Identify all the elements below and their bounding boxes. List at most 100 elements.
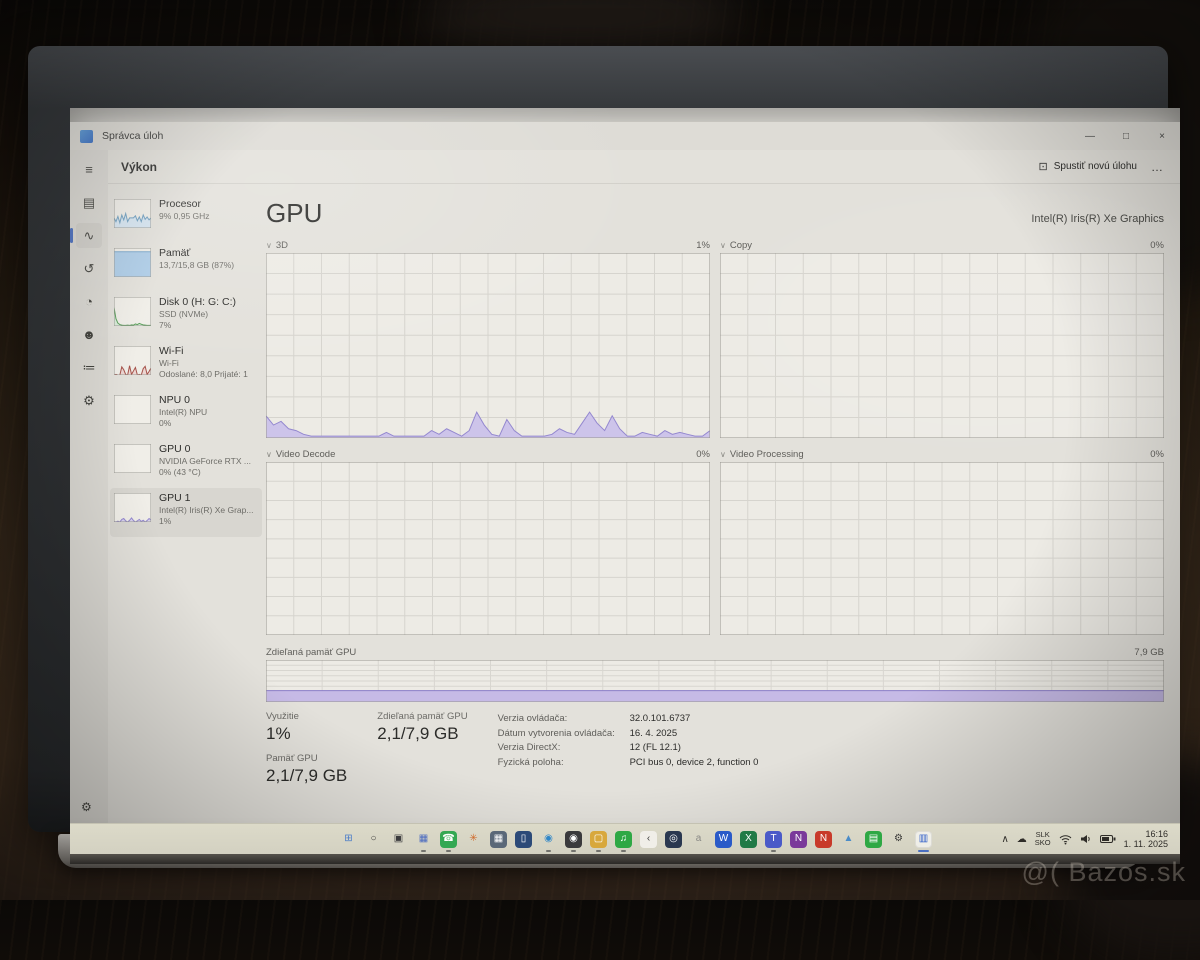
tab-performance[interactable]: Výkon [121, 159, 158, 174]
task-manager-app-icon [80, 129, 93, 143]
taskbar-icon-excel[interactable]: X [740, 830, 757, 848]
sidebar-item-label: Procesor [159, 198, 202, 210]
sidebar-item-sub: Intel(R) NPU [159, 407, 208, 417]
onedrive-cloud-icon[interactable]: ☁ [1016, 833, 1027, 845]
driver-version-value: 32.0.101.6737 [629, 713, 691, 724]
nav-details-icon[interactable]: ≔ [82, 359, 96, 375]
taskbar-icon-drive[interactable]: ▲ [843, 833, 854, 844]
taskbar-icon-camera[interactable]: ◉ [565, 830, 582, 852]
chart-value-video-decode: 0% [696, 449, 710, 460]
taskbar: ⊞ ○ ▣ ▦ ☎ ✳ ▦ ▯ ◉ ◉ ▢ ♫ ‹ ◎ a W X T N N ▲ ▤ ⚙ ▥ ∧ ☁ SLK SKO [70, 823, 1180, 854]
sidebar-item-memory[interactable]: Pamäť 13,7/15,8 GB (87%) [110, 243, 262, 292]
sidebar-item-gpu1[interactable]: GPU 1 Intel(R) Iris(R) Xe Grap... 1% [110, 488, 262, 537]
taskbar-icon-teams[interactable]: T [765, 830, 782, 852]
chart-label-video-decode: Video Decode [275, 449, 336, 460]
taskbar-icon-calculator[interactable]: ▦ [490, 830, 507, 848]
taskbar-icon-edge[interactable]: ◉ [540, 831, 557, 852]
cpu-mini-chart [114, 199, 151, 228]
taskbar-icon-photos[interactable]: ✳ [469, 833, 478, 844]
system-tray: ∧ ☁ SLK SKO [1001, 829, 1180, 850]
taskbar-icon-start[interactable]: ⊞ [344, 833, 353, 844]
chevron-down-icon: ∨ [266, 450, 272, 459]
tray-time: 16:16 [1145, 828, 1168, 839]
close-button[interactable]: × [1159, 130, 1165, 142]
gpu-copy-chart [720, 253, 1164, 438]
shared-memory-max: 7,9 GB [1134, 647, 1164, 658]
sidebar-item-sub: 13,7/15,8 GB (87%) [159, 260, 235, 270]
directx-label: Verzia DirectX: [497, 742, 561, 753]
location-label: Fyzická poloha: [497, 756, 564, 768]
language-line2: SKO [1034, 838, 1051, 847]
sidebar-item-disk[interactable]: Disk 0 (H: G: C:) SSD (NVMe) 7% [110, 292, 262, 341]
settings-gear-icon[interactable]: ⚙ [81, 800, 92, 814]
taskbar-icon-task-manager[interactable]: ▥ [915, 830, 932, 852]
nav-services-icon[interactable]: ⚙ [83, 392, 95, 408]
sidebar-item-gpu0[interactable]: GPU 0 NVIDIA GeForce RTX ... 0% (43 °C) [110, 439, 262, 488]
sidebar-item-label: NPU 0 [159, 394, 190, 406]
screen-bottom-edge [70, 854, 1180, 864]
shared-memory-chart [266, 660, 1164, 702]
driver-date-value: 16. 4. 2025 [629, 727, 678, 739]
watermark: @( Bazos.sk [1021, 857, 1186, 887]
taskbar-icon-phone-link[interactable]: ▯ [515, 830, 532, 848]
taskbar-icon-back-arrow[interactable]: ‹ [640, 830, 657, 848]
sidebar-item-wifi[interactable]: Wi-Fi Wi-Fi Odoslané: 8,0 Prijaté: 1 [110, 341, 262, 390]
nav-performance-icon[interactable]: ∿ [70, 223, 102, 248]
battery-icon[interactable] [1099, 834, 1116, 844]
tray-chevron-icon[interactable]: ∧ [1001, 833, 1009, 845]
more-options-button[interactable]: … [1151, 159, 1164, 174]
sidebar-item-cpu[interactable]: Procesor 9% 0,95 GHz [110, 194, 262, 243]
location-value: PCI bus 0, device 2, function 0 [629, 756, 759, 768]
taskbar-icon-file-explorer[interactable]: ▢ [590, 830, 607, 852]
nav-rail: ≡ ▤ ∿ ↺ ◔ ☻ ≔ ⚙ ⚙ [70, 150, 108, 824]
clock[interactable]: 16:16 1. 11. 2025 [1124, 829, 1168, 850]
gpu-video-decode-chart [266, 462, 710, 635]
sidebar-item-npu[interactable]: NPU 0 Intel(R) NPU 0% [110, 390, 262, 439]
sidebar-item-label: GPU 0 [159, 443, 191, 455]
sidebar-item-sub: NVIDIA GeForce RTX ... [159, 456, 251, 466]
volume-icon[interactable] [1080, 834, 1092, 844]
taskbar-icon-onenote[interactable]: N [790, 830, 807, 848]
nav-app-history-icon[interactable]: ↺ [83, 260, 95, 276]
sidebar-item-sub: 1% [159, 515, 172, 526]
gpu0-mini-chart [114, 444, 151, 473]
chart-value-video-processing: 0% [1150, 449, 1164, 460]
run-new-task-button[interactable]: ⊡ Spustiť novú úlohu [1039, 160, 1137, 173]
taskbar-icon-snipping-tool[interactable]: ▣ [393, 833, 404, 844]
chevron-down-icon: ∨ [720, 450, 726, 459]
chart-label-3d: 3D [275, 240, 289, 251]
sidebar-item-sub: SSD (NVMe) [159, 309, 209, 319]
minimize-button[interactable]: — [1085, 130, 1095, 142]
nav-users-icon[interactable]: ☻ [82, 327, 96, 342]
taskbar-icon-search[interactable]: ○ [370, 833, 377, 844]
menu-icon[interactable]: ≡ [85, 162, 93, 177]
taskbar-icon-widgets[interactable]: ▦ [415, 831, 432, 852]
taskbar-icon-settings[interactable]: ⚙ [894, 833, 903, 844]
sidebar-item-sub: 0% (43 °C) [159, 466, 201, 477]
chevron-down-icon: ∨ [266, 241, 272, 250]
taskbar-icon-spotify[interactable]: ♫ [615, 830, 632, 852]
taskbar-icon-steam[interactable]: ◎ [665, 830, 682, 848]
chart-label-video-processing: Video Processing [729, 449, 804, 460]
maximize-button[interactable]: □ [1122, 130, 1130, 142]
wifi-icon[interactable] [1059, 834, 1072, 845]
shared-memory-label: Zdieľaná pamäť GPU [266, 647, 357, 658]
window-title: Správca úloh [102, 130, 164, 142]
shared-memory-stat-label: Zdieľaná pamäť GPU [377, 711, 468, 722]
sidebar-item-label: Disk 0 (H: G: C:) [159, 296, 237, 308]
nav-processes-icon[interactable]: ▤ [82, 194, 96, 210]
nav-startup-apps-icon[interactable]: ◔ [85, 294, 93, 309]
taskbar-icon-sheets[interactable]: ▤ [865, 830, 882, 848]
memory-mini-chart [114, 248, 151, 277]
gpu-panel: GPU Intel(R) Iris(R) Xe Graphics ∨ 3D 1% … [266, 192, 1164, 795]
sidebar-item-label: GPU 1 [159, 492, 191, 504]
run-new-task-label: Spustiť novú úlohu [1053, 161, 1137, 172]
laptop-screen: Správca úloh — □ × ≡ ▤ ∿ ↺ ◔ ☻ ≔ ⚙ ⚙ Výk… [70, 108, 1180, 864]
taskbar-icon-netflix[interactable]: N [815, 830, 832, 848]
chart-value-3d: 1% [696, 240, 710, 251]
taskbar-icon-alza[interactable]: a [695, 833, 702, 844]
wifi-mini-chart [114, 346, 151, 375]
language-indicator[interactable]: SLK SKO [1034, 830, 1051, 848]
taskbar-icon-whatsapp[interactable]: ☎ [440, 830, 457, 852]
taskbar-icon-word[interactable]: W [715, 830, 732, 848]
